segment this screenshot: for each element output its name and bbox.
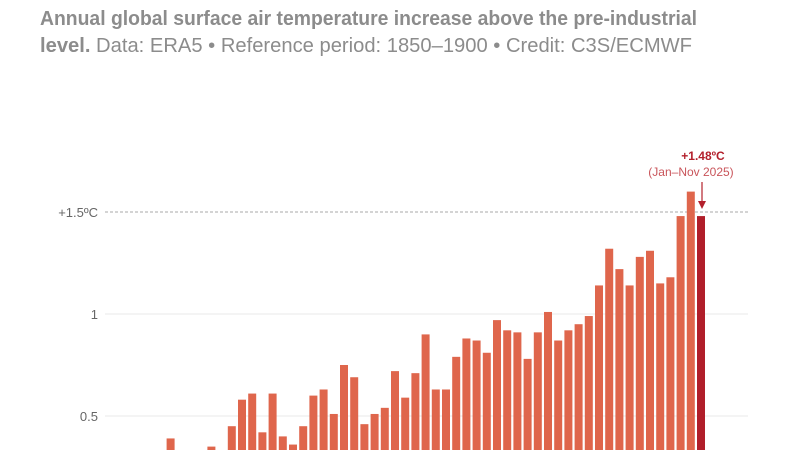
- bar-2018: [625, 285, 634, 450]
- bar-2014: [584, 316, 593, 450]
- bar-2013: [574, 324, 583, 450]
- bar-2001: [452, 356, 461, 450]
- bar-1982: [258, 432, 267, 450]
- y-tick-label: 0.5: [80, 409, 98, 424]
- bar-1985: [289, 444, 297, 450]
- bar-2010: [544, 311, 552, 450]
- bar-2019: [635, 256, 644, 450]
- bar-2000: [442, 389, 450, 450]
- bar-1996: [401, 397, 410, 450]
- y-tick-label: 1: [91, 307, 98, 322]
- bar-1992: [360, 424, 369, 450]
- bar-1999: [431, 389, 440, 450]
- bar-1989: [329, 413, 338, 450]
- bar-2017: [615, 269, 624, 450]
- bar-1988: [319, 389, 328, 450]
- bar-1977: [207, 446, 216, 450]
- bar-2003: [472, 340, 481, 450]
- bar-2021: [656, 283, 665, 450]
- annotation-note: (Jan–Nov 2025): [648, 165, 733, 179]
- bar-1991: [350, 377, 359, 450]
- bar-1990: [340, 365, 348, 450]
- bar-2020: [646, 250, 654, 450]
- bar-1997: [411, 373, 420, 450]
- bar-1984: [278, 436, 287, 450]
- bar-1973: [166, 438, 175, 450]
- bar-1987: [309, 395, 318, 450]
- bar-1986: [299, 426, 308, 450]
- bar-2025: [697, 216, 705, 450]
- bar-1981: [248, 393, 257, 450]
- bar-1980: [238, 399, 246, 450]
- annotation-value: +1.48ºC: [681, 149, 725, 163]
- bar-2016: [605, 248, 614, 450]
- chart-title-line2: level. Data: ERA5 • Reference period: 18…: [40, 35, 692, 57]
- chart-title-line1: Annual global surface air temperature in…: [40, 8, 697, 30]
- bar-1979: [227, 426, 236, 450]
- bar-2006: [503, 330, 512, 450]
- bar-1983: [268, 393, 277, 450]
- bar-2015: [595, 285, 603, 450]
- bar-2022: [666, 277, 675, 450]
- bar-2004: [482, 352, 491, 450]
- y-tick-label: +1.5ºC: [58, 205, 98, 220]
- bar-2008: [523, 358, 532, 450]
- bar-1998: [421, 334, 430, 450]
- bar-2012: [564, 330, 573, 450]
- bar-2007: [513, 332, 522, 450]
- bar-2005: [493, 320, 501, 450]
- bar-2023: [676, 216, 685, 450]
- bar-2024: [686, 191, 695, 450]
- bar-2011: [554, 340, 563, 450]
- bar-1993: [370, 413, 379, 450]
- bar-2002: [462, 338, 471, 450]
- bar-2009: [533, 332, 542, 450]
- bar-1995: [391, 371, 399, 450]
- bar-1994: [380, 407, 389, 450]
- arrow-down-icon: [698, 201, 706, 209]
